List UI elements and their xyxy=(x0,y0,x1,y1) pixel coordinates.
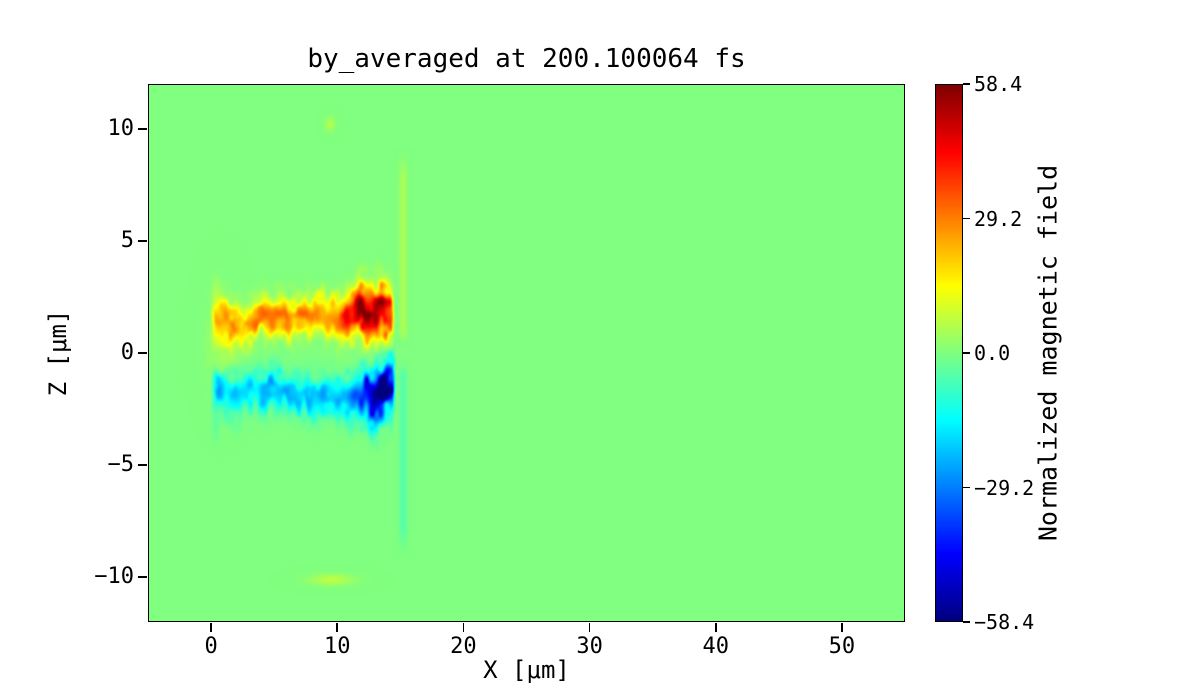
colorbar xyxy=(935,84,963,622)
colorbar-tick-label: −29.2 xyxy=(974,475,1035,500)
colorbar-tick-label: 0.0 xyxy=(974,341,1011,365)
colorbar-tick-label: 58.4 xyxy=(974,72,1023,96)
x-tick-label: 0 xyxy=(204,634,218,659)
x-tick xyxy=(841,623,843,632)
x-tick-label: 40 xyxy=(702,634,730,659)
plot-title: by_averaged at 200.100064 fs xyxy=(307,44,746,74)
colorbar-tick-label: −58.4 xyxy=(974,610,1035,634)
x-tick xyxy=(588,623,591,632)
x-tick-label: 10 xyxy=(324,634,351,659)
y-tick-label: 5 xyxy=(120,227,134,253)
x-tick-label: 30 xyxy=(576,634,603,659)
y-tick-label: 0 xyxy=(120,340,134,365)
heatmap-canvas xyxy=(149,85,904,621)
x-tick xyxy=(462,623,465,632)
colorbar-tick xyxy=(963,217,970,220)
plot-area xyxy=(148,84,905,622)
colorbar-tick xyxy=(963,621,970,623)
x-tick xyxy=(336,623,339,632)
x-tick xyxy=(714,623,717,632)
colorbar-tick-label: 29.2 xyxy=(974,206,1023,231)
colorbar-tick xyxy=(963,486,970,489)
y-tick xyxy=(138,576,147,578)
y-tick-label: 10 xyxy=(107,115,135,141)
x-tick-label: 50 xyxy=(828,634,856,659)
y-tick xyxy=(138,240,147,242)
y-tick xyxy=(138,128,147,130)
colorbar-gradient-canvas xyxy=(936,85,962,621)
y-tick-label: −10 xyxy=(94,564,134,590)
x-axis-label: X [μm] xyxy=(483,656,570,684)
y-tick xyxy=(138,352,147,354)
x-tick xyxy=(210,623,212,632)
y-tick-label: −5 xyxy=(107,452,135,478)
colorbar-tick xyxy=(963,83,970,85)
colorbar-tick xyxy=(963,352,970,354)
y-tick xyxy=(138,464,147,466)
x-tick-label: 20 xyxy=(450,634,477,659)
